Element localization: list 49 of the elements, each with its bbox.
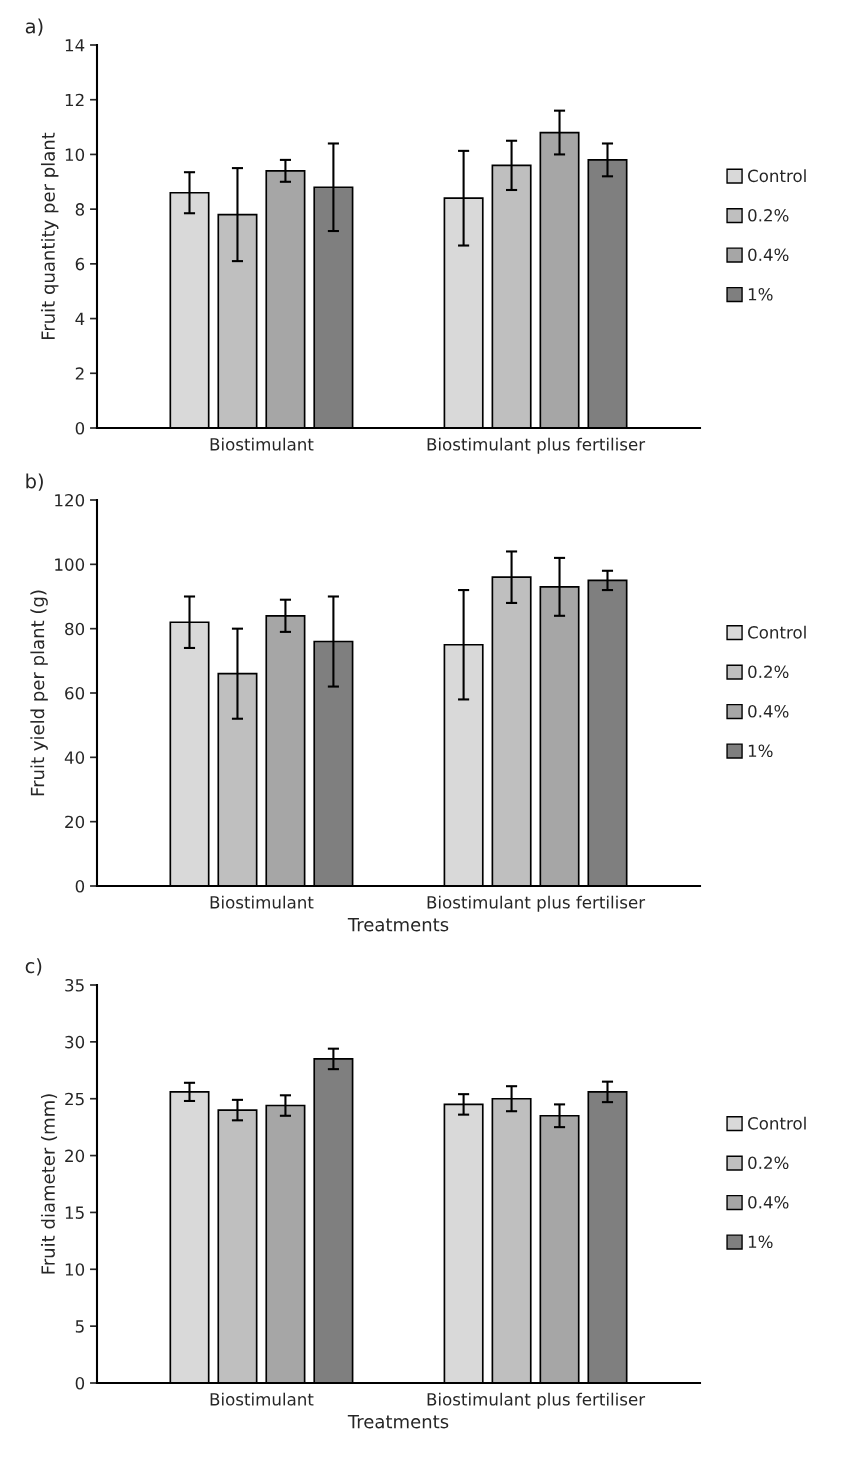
y-tick-label: 5 <box>75 1320 84 1333</box>
x-axis-title: Treatments <box>347 917 449 932</box>
chart-title: c) <box>25 958 42 976</box>
legend-label: Control <box>747 625 806 639</box>
x-tick-label: Biostimulant plus fertiliser <box>427 895 646 912</box>
legend-label: Control <box>747 1116 806 1130</box>
y-tick-label: 0 <box>75 421 85 435</box>
y-tick-label: 6 <box>75 257 85 271</box>
y-tick-label: 14 <box>65 39 85 52</box>
legend-label: 0.4% <box>748 1195 789 1209</box>
legend-label: 0.2% <box>748 665 789 679</box>
y-tick-label: 20 <box>65 1149 85 1163</box>
y-tick-label: 4 <box>75 312 85 325</box>
y-axis-title: Fruit diameter (mm) <box>40 1094 58 1274</box>
legend-label: 0.2% <box>748 1156 789 1170</box>
y-tick-label: 40 <box>64 751 85 764</box>
x-tick-label: Biostimulant plus fertiliser <box>427 437 646 454</box>
y-axis-title: Fruit quantity per plant <box>40 132 59 340</box>
y-tick-label: 8 <box>75 203 85 216</box>
y-tick-label: 80 <box>65 622 85 636</box>
y-tick-label: 25 <box>65 1092 84 1106</box>
y-axis-title: Fruit yield per plant (g) <box>30 590 48 796</box>
y-tick-label: 15 <box>65 1206 84 1219</box>
legend-label: 1% <box>748 744 773 758</box>
x-tick-label: Biostimulant <box>210 895 314 909</box>
y-tick-label: 2 <box>75 367 84 380</box>
x-tick-label: Biostimulant plus fertiliser <box>427 1392 646 1409</box>
legend-label: 0.2% <box>748 209 789 222</box>
y-tick-label: 100 <box>55 558 85 571</box>
y-tick-label: 0 <box>75 879 85 893</box>
legend-label: Control <box>747 169 806 183</box>
legend-label: 0.4% <box>748 248 789 262</box>
legend-label: 1% <box>748 287 773 301</box>
y-tick-label: 120 <box>55 493 85 507</box>
chart-title: b) <box>26 473 43 491</box>
chart-title: a) <box>25 18 43 36</box>
y-tick-label: 0 <box>75 1376 85 1390</box>
x-tick-label: Biostimulant <box>210 437 314 451</box>
y-tick-label: 20 <box>65 815 85 829</box>
y-tick-label: 30 <box>65 1035 85 1049</box>
x-tick-label: Biostimulant <box>210 1392 314 1406</box>
y-tick-label: 10 <box>65 148 85 161</box>
y-tick-label: 12 <box>65 93 84 107</box>
y-tick-label: 10 <box>65 1263 85 1276</box>
y-tick-label: 60 <box>65 686 85 700</box>
legend-label: 0.4% <box>748 704 789 718</box>
legend-label: 1% <box>748 1235 773 1249</box>
y-tick-label: 35 <box>65 978 84 992</box>
x-axis-title: Treatments <box>347 1414 449 1429</box>
